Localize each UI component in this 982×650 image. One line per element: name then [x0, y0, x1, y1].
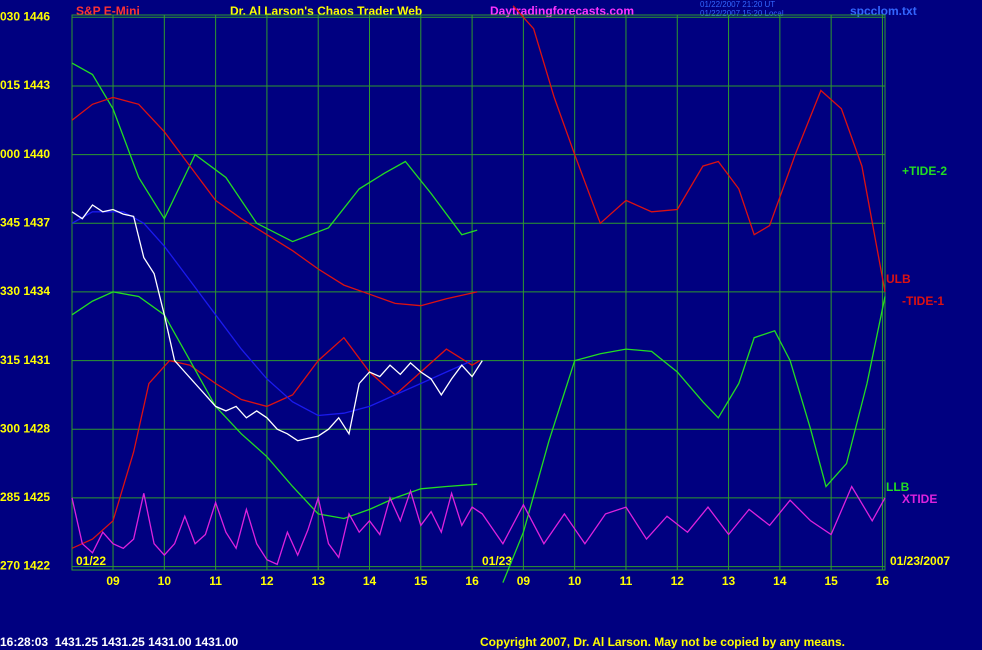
- y-tick-label: 015 1443: [0, 78, 50, 92]
- series-line: [71, 485, 886, 566]
- chart-title: Dr. Al Larson's Chaos Trader Web: [230, 4, 422, 18]
- x-tick-label: 15: [414, 574, 428, 588]
- series-line: [71, 211, 473, 417]
- y-tick-label: 330 1434: [0, 284, 50, 298]
- site: Daytradingforecasts.com: [490, 4, 634, 18]
- x-tick-label: 11: [620, 574, 633, 588]
- y-tick-label: 270 1422: [0, 559, 50, 573]
- series-line: [71, 291, 478, 520]
- y-tick-label: 300 1428: [0, 421, 50, 435]
- x-tick-label: 09: [106, 574, 120, 588]
- y-tick-label: 285 1425: [0, 490, 50, 504]
- day-label: 01/22: [76, 554, 106, 568]
- legend-label: LLB: [886, 480, 910, 494]
- x-tick-label: 13: [722, 574, 736, 588]
- x-tick-label: 09: [517, 574, 531, 588]
- x-tick-label: 14: [363, 574, 377, 588]
- copyright: Copyright 2007, Dr. Al Larson. May not b…: [480, 635, 845, 649]
- quote: 16:28:03 1431.25 1431.25 1431.00 1431.00: [0, 635, 239, 649]
- y-tick-label: 030 1446: [0, 9, 50, 23]
- x-tick-label: 13: [312, 574, 326, 588]
- x-tick-label: 14: [773, 574, 787, 588]
- series-line: [71, 96, 478, 307]
- plot-frame: [71, 14, 886, 571]
- y-tick-label: 315 1431: [0, 353, 50, 367]
- legend-label: -TIDE-1: [902, 294, 944, 308]
- x-tick-label: 10: [158, 574, 172, 588]
- time-local: 01/22/2007 15:20 Local: [700, 9, 784, 18]
- x-tick-label: 16: [465, 574, 479, 588]
- symbol: S&P E-Mini: [76, 4, 140, 18]
- x-tick-label: 15: [824, 574, 838, 588]
- time-utc: 01/22/2007 21:20 UT: [700, 0, 775, 9]
- day-label: 01/23: [482, 554, 512, 568]
- y-tick-label: 000 1440: [0, 147, 50, 161]
- legend-label: XTIDE: [902, 492, 937, 506]
- day-label: 01/23/2007: [890, 554, 950, 568]
- file-name: spcclom.txt: [850, 4, 917, 18]
- x-tick-label: 12: [671, 574, 685, 588]
- series-line: [71, 62, 886, 583]
- x-tick-label: 10: [568, 574, 582, 588]
- x-tick-label: 11: [209, 574, 222, 588]
- y-tick-label: 345 1437: [0, 215, 50, 229]
- legend-label: +TIDE-2: [902, 164, 947, 178]
- series-line: [71, 204, 483, 442]
- legend-label: ULB: [886, 272, 911, 286]
- x-tick-label: 12: [260, 574, 274, 588]
- x-tick-label: 16: [876, 574, 890, 588]
